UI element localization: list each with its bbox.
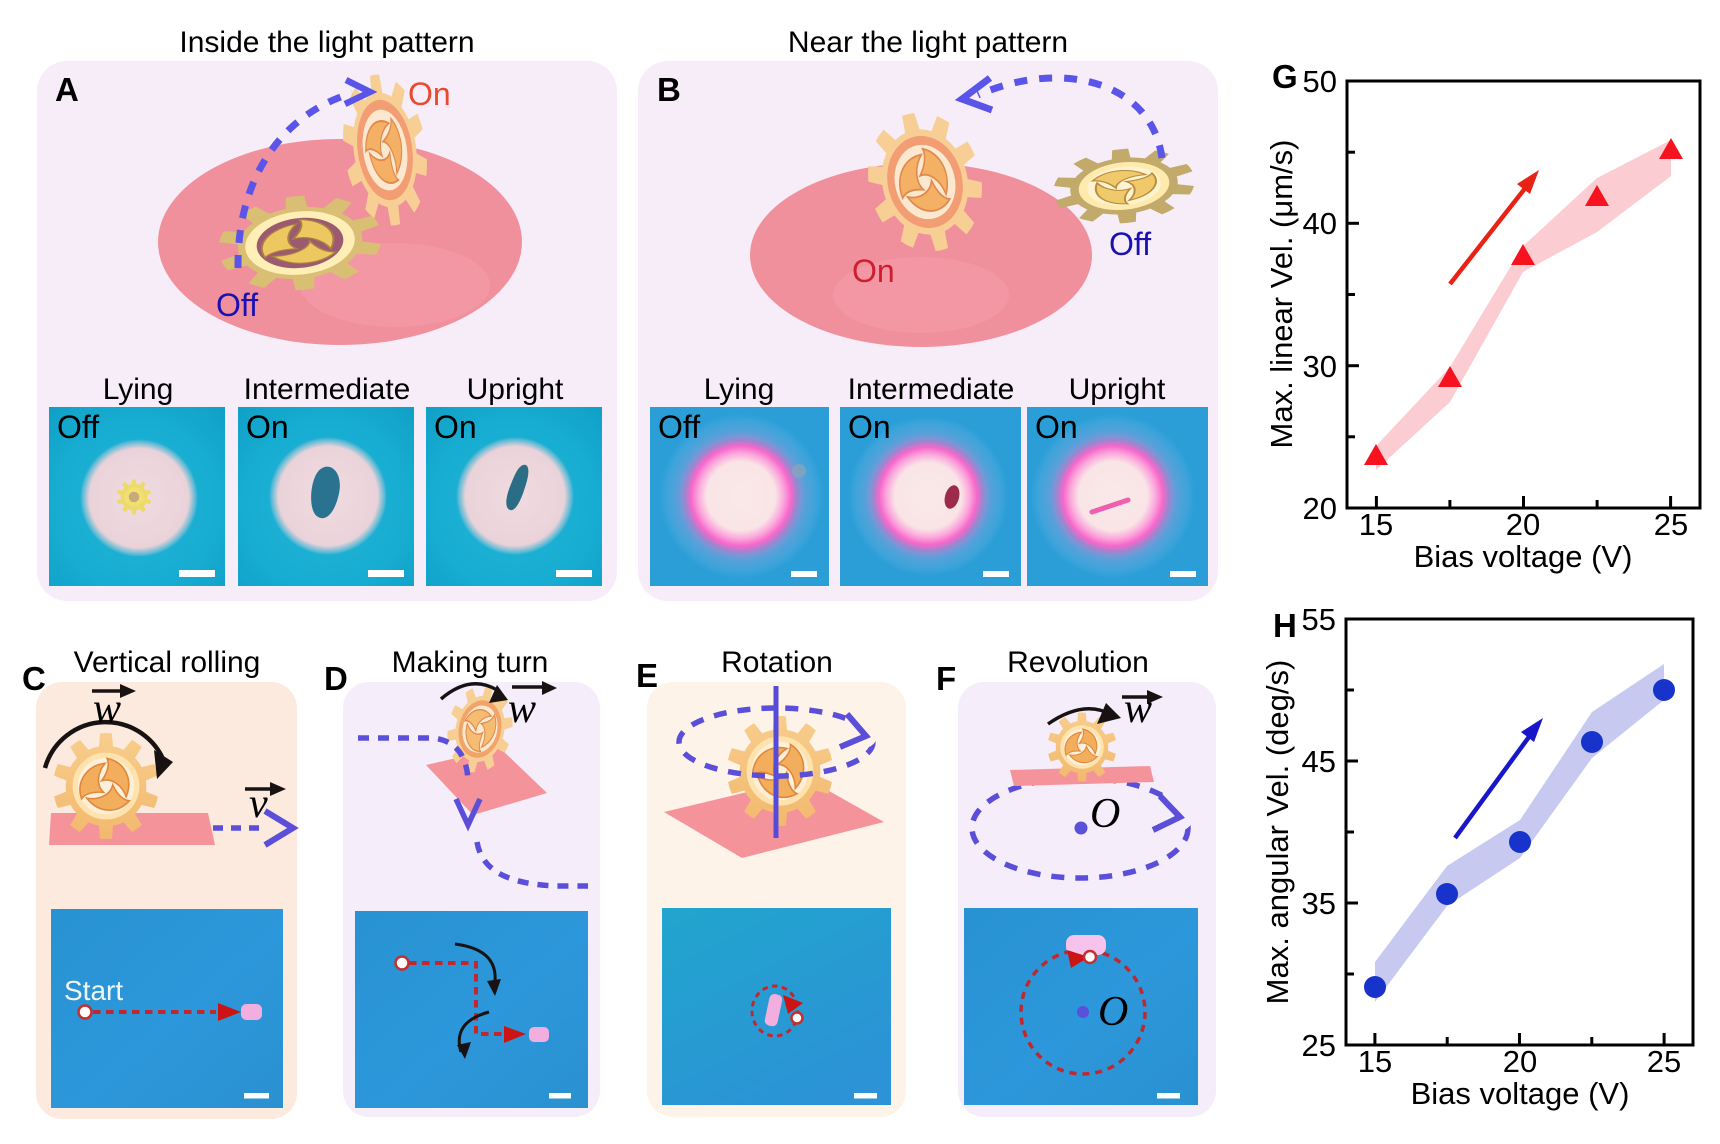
svg-text:40: 40 bbox=[1303, 206, 1337, 241]
svg-text:On: On bbox=[1035, 409, 1078, 445]
svg-text:35: 35 bbox=[1302, 886, 1336, 921]
svg-text:Start: Start bbox=[64, 975, 123, 1006]
svg-text:v: v bbox=[249, 781, 268, 827]
svg-text:25: 25 bbox=[1302, 1028, 1336, 1063]
svg-text:25: 25 bbox=[1647, 1044, 1681, 1079]
svg-text:Off: Off bbox=[1109, 226, 1151, 262]
svg-text:Lying: Lying bbox=[704, 373, 775, 406]
svg-text:Revolution: Revolution bbox=[1007, 646, 1149, 679]
svg-text:A: A bbox=[55, 71, 79, 108]
svg-text:O: O bbox=[1098, 989, 1128, 1035]
svg-text:w: w bbox=[508, 686, 536, 732]
svg-text:F: F bbox=[936, 660, 956, 697]
svg-text:Upright: Upright bbox=[467, 373, 564, 406]
svg-text:On: On bbox=[434, 409, 477, 445]
svg-text:On: On bbox=[852, 253, 895, 289]
svg-text:On: On bbox=[408, 76, 451, 112]
svg-text:55: 55 bbox=[1302, 602, 1336, 637]
svg-text:Intermediate: Intermediate bbox=[244, 373, 411, 406]
svg-text:15: 15 bbox=[1359, 507, 1393, 542]
svg-text:Intermediate: Intermediate bbox=[848, 373, 1015, 406]
svg-text:G: G bbox=[1272, 58, 1298, 95]
svg-text:Inside the light pattern: Inside the light pattern bbox=[179, 26, 474, 59]
svg-text:45: 45 bbox=[1302, 744, 1336, 779]
svg-text:Bias voltage (V): Bias voltage (V) bbox=[1411, 1076, 1630, 1111]
svg-text:20: 20 bbox=[1503, 1044, 1537, 1079]
svg-text:Near the light pattern: Near the light pattern bbox=[788, 26, 1068, 59]
svg-text:On: On bbox=[246, 409, 289, 445]
svg-text:Upright: Upright bbox=[1069, 373, 1166, 406]
svg-text:C: C bbox=[22, 660, 46, 697]
svg-text:w: w bbox=[93, 686, 121, 732]
svg-text:E: E bbox=[636, 657, 658, 694]
svg-text:15: 15 bbox=[1358, 1044, 1392, 1079]
svg-text:Off: Off bbox=[216, 287, 258, 323]
svg-text:Bias voltage (V): Bias voltage (V) bbox=[1414, 539, 1633, 574]
svg-text:O: O bbox=[1090, 791, 1120, 837]
svg-text:B: B bbox=[657, 71, 681, 108]
svg-text:50: 50 bbox=[1303, 64, 1337, 99]
svg-text:Max. angular Vel. (deg/s): Max. angular Vel. (deg/s) bbox=[1260, 660, 1295, 1005]
svg-text:Max. linear Vel. (μm/s): Max. linear Vel. (μm/s) bbox=[1264, 140, 1299, 449]
svg-text:30: 30 bbox=[1303, 349, 1337, 384]
svg-text:Making turn: Making turn bbox=[392, 646, 549, 679]
svg-text:w: w bbox=[1124, 686, 1152, 732]
svg-text:D: D bbox=[324, 660, 348, 697]
svg-text:Vertical rolling: Vertical rolling bbox=[74, 646, 261, 679]
svg-text:Lying: Lying bbox=[103, 373, 174, 406]
svg-text:20: 20 bbox=[1303, 491, 1337, 526]
svg-text:H: H bbox=[1273, 607, 1297, 644]
svg-text:25: 25 bbox=[1654, 507, 1688, 542]
svg-text:Off: Off bbox=[57, 409, 99, 445]
svg-text:On: On bbox=[848, 409, 891, 445]
svg-text:20: 20 bbox=[1506, 507, 1540, 542]
svg-text:Off: Off bbox=[658, 409, 700, 445]
svg-text:Rotation: Rotation bbox=[721, 646, 833, 679]
